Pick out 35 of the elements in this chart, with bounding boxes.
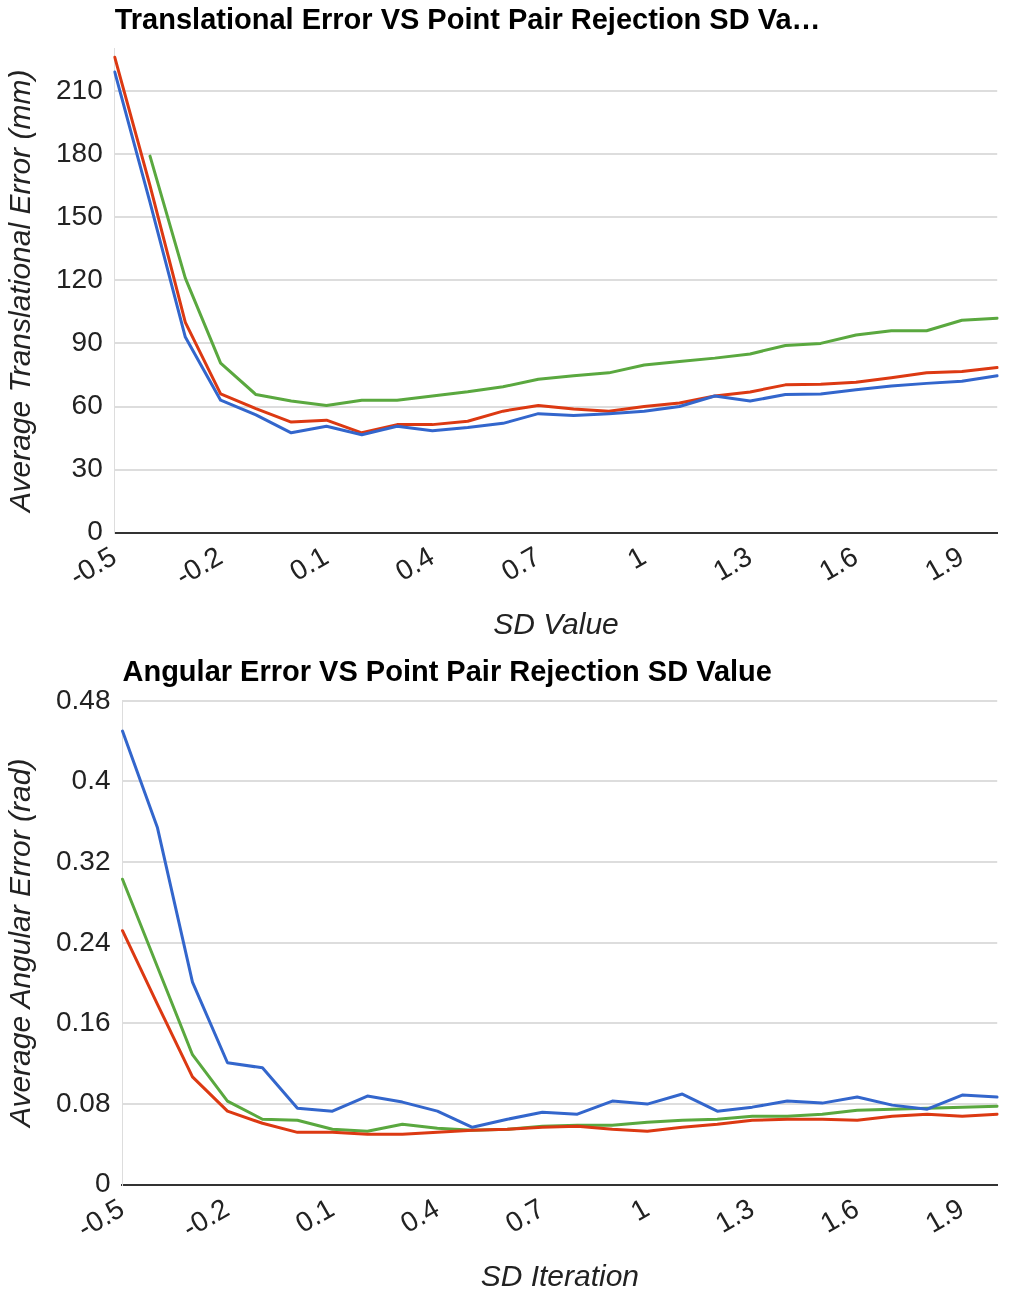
- y-axis-title: Average Translational Error (mm): [3, 69, 37, 514]
- x-tick-label: 1.6: [813, 540, 863, 587]
- y-tick-label: 120: [56, 262, 103, 294]
- x-tick-label: 1.6: [814, 1192, 865, 1239]
- x-axis-title: SD Iteration: [480, 1259, 640, 1293]
- y-tick-label: 0.16: [56, 1006, 111, 1038]
- y-tick-label: 150: [56, 199, 103, 231]
- y-tick-label: 0.08: [56, 1086, 111, 1118]
- x-tick-label: 1.3: [709, 1192, 760, 1239]
- y-tick-label: 0.24: [56, 925, 111, 957]
- x-tick-label: 0.7: [500, 1192, 550, 1239]
- y-tick-label: 0.4: [71, 764, 111, 796]
- y-tick-label: 30: [71, 452, 103, 484]
- x-axis-title: SD Value: [493, 607, 619, 641]
- y-tick-label: 90: [71, 326, 103, 358]
- y-tick-label: 0.48: [56, 683, 111, 715]
- x-tick-label: 0.4: [395, 1192, 445, 1239]
- chart-title: Angular Error VS Point Pair Rejection SD Value: [122, 655, 772, 688]
- x-tick-label: 1: [625, 1192, 655, 1227]
- x-tick-label: 0.1: [290, 1192, 340, 1239]
- x-tick-label: 1: [622, 540, 652, 575]
- y-axis-title: Average Angular Error (rad): [3, 758, 37, 1130]
- x-tick-label: 0.4: [390, 540, 440, 587]
- x-tick-label: 0.7: [495, 540, 546, 587]
- y-tick-label: 0.32: [56, 844, 111, 876]
- y-tick-label: 180: [56, 136, 103, 168]
- chart-title: Translational Error VS Point Pair Rejection SD Va…: [114, 3, 821, 36]
- x-tick-label: 0.1: [284, 540, 334, 587]
- x-tick-label: 1.3: [707, 540, 757, 587]
- y-tick-label: 60: [71, 389, 103, 421]
- y-tick-label: 210: [56, 73, 103, 105]
- x-tick-label: -0.2: [170, 540, 228, 592]
- x-tick-label: 1.9: [919, 540, 969, 587]
- x-tick-label: -0.2: [177, 1192, 235, 1244]
- x-tick-label: 1.9: [919, 1192, 970, 1239]
